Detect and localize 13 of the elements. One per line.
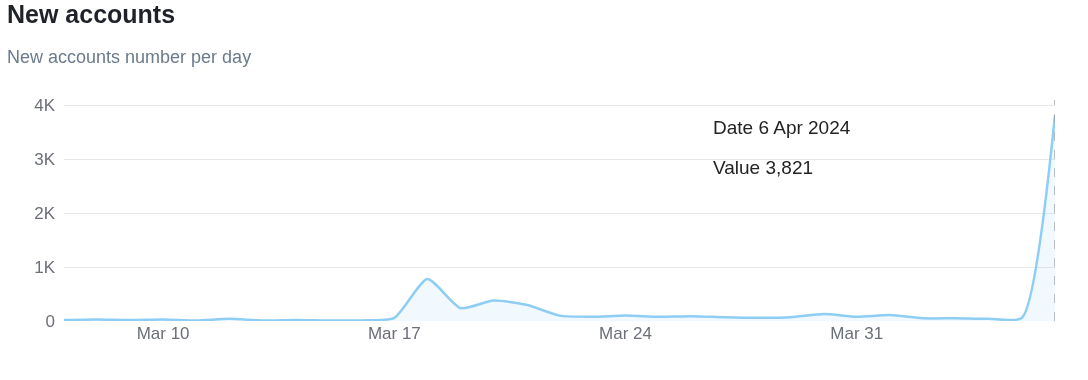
y-tick-label: 2K — [34, 204, 56, 224]
y-tick-label: 1K — [34, 258, 56, 278]
x-tick-label: Mar 17 — [367, 324, 421, 343]
x-tick-label: Mar 31 — [830, 324, 884, 343]
chart-title: New accounts — [7, 0, 176, 28]
x-tick-label: Mar 10 — [136, 324, 190, 343]
annotation: Date 6 Apr 2024 — [713, 117, 851, 138]
annotation: Value 3,821 — [713, 157, 814, 178]
x-tick-label: Mar 24 — [599, 324, 653, 343]
y-tick-label: 0 — [45, 311, 55, 331]
chart-subtitle: New accounts number per day — [7, 47, 252, 67]
y-tick-label: 4K — [34, 96, 56, 116]
y-tick-label: 3K — [34, 150, 56, 170]
